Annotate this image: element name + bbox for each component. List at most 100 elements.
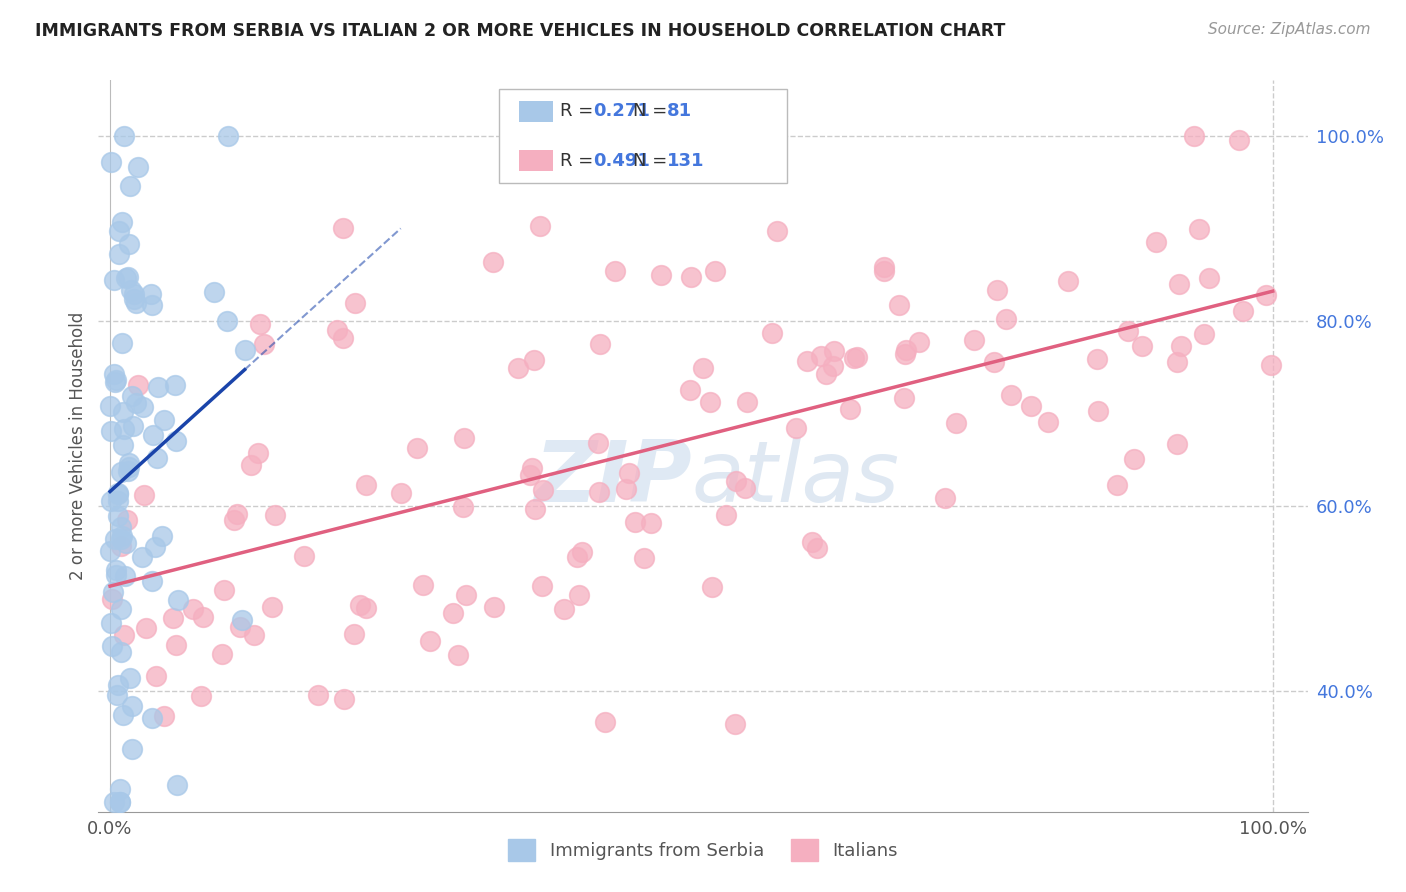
Point bbox=[389, 486, 412, 500]
Point bbox=[183, 601, 205, 615]
Point bbox=[839, 402, 862, 417]
Text: 0.271: 0.271 bbox=[593, 103, 650, 120]
Point bbox=[100, 543, 122, 558]
Point bbox=[482, 255, 505, 269]
Point bbox=[131, 549, 153, 564]
Point bbox=[107, 486, 129, 500]
Point bbox=[108, 796, 131, 810]
Point bbox=[104, 563, 127, 577]
Point bbox=[761, 326, 783, 340]
Point bbox=[108, 247, 131, 261]
Point bbox=[332, 221, 354, 235]
Point bbox=[588, 435, 610, 450]
Point bbox=[1116, 324, 1139, 338]
Point bbox=[127, 161, 149, 175]
Point bbox=[141, 574, 163, 589]
Point bbox=[202, 285, 225, 299]
Point bbox=[249, 317, 271, 331]
Point bbox=[243, 628, 266, 642]
Point bbox=[111, 405, 134, 419]
Point bbox=[111, 708, 134, 723]
Point bbox=[800, 534, 823, 549]
Point bbox=[700, 581, 723, 595]
Point bbox=[121, 389, 143, 403]
Point bbox=[107, 493, 129, 508]
Point bbox=[114, 536, 136, 550]
Point bbox=[110, 519, 132, 533]
Point bbox=[112, 128, 135, 143]
Point bbox=[553, 602, 575, 616]
Point bbox=[132, 401, 155, 415]
Point bbox=[588, 485, 610, 500]
Point bbox=[108, 781, 131, 796]
Point bbox=[945, 417, 967, 431]
Point bbox=[166, 592, 188, 607]
Point bbox=[127, 378, 149, 392]
Point bbox=[105, 688, 128, 702]
Point bbox=[103, 273, 125, 287]
Text: 131: 131 bbox=[666, 152, 704, 169]
Point bbox=[523, 352, 546, 367]
Point bbox=[568, 588, 591, 602]
Point bbox=[217, 128, 239, 143]
Point bbox=[103, 796, 125, 810]
Text: R =: R = bbox=[560, 152, 599, 169]
Point bbox=[333, 692, 356, 706]
Point bbox=[231, 613, 253, 627]
Point bbox=[212, 583, 235, 598]
Point bbox=[679, 270, 702, 285]
Point bbox=[447, 648, 470, 662]
Point bbox=[734, 481, 756, 495]
Point bbox=[806, 541, 828, 556]
Text: R =: R = bbox=[560, 103, 599, 120]
Point bbox=[121, 699, 143, 714]
Point bbox=[894, 343, 917, 357]
Point bbox=[823, 343, 845, 358]
Point bbox=[842, 351, 865, 366]
Point bbox=[354, 601, 377, 615]
Point bbox=[100, 155, 122, 169]
Point bbox=[814, 367, 837, 381]
Point bbox=[1198, 271, 1220, 285]
Point bbox=[122, 418, 145, 433]
Point bbox=[163, 378, 186, 392]
Point bbox=[100, 494, 122, 508]
Point bbox=[1260, 358, 1282, 372]
Point bbox=[110, 465, 132, 479]
Point bbox=[1254, 287, 1277, 301]
Point bbox=[118, 456, 141, 470]
Point bbox=[294, 549, 316, 563]
Point bbox=[211, 647, 233, 661]
Point bbox=[105, 373, 128, 387]
Point bbox=[1166, 437, 1188, 451]
Point bbox=[132, 488, 155, 502]
Point bbox=[110, 539, 132, 553]
Point bbox=[104, 375, 127, 389]
Point bbox=[107, 508, 129, 523]
Point bbox=[983, 355, 1005, 369]
Point bbox=[263, 508, 285, 523]
Point bbox=[530, 579, 553, 593]
Point bbox=[1192, 326, 1215, 341]
Point bbox=[1038, 415, 1060, 429]
Point bbox=[593, 715, 616, 730]
Point bbox=[103, 367, 125, 381]
Point bbox=[821, 359, 844, 373]
Point bbox=[118, 459, 141, 474]
Point bbox=[100, 424, 122, 438]
Point bbox=[934, 491, 956, 505]
Point bbox=[111, 335, 134, 350]
Point bbox=[1168, 277, 1191, 292]
Point bbox=[406, 441, 429, 455]
Point bbox=[111, 438, 134, 452]
Point bbox=[190, 689, 212, 703]
Point bbox=[226, 508, 249, 522]
Y-axis label: 2 or more Vehicles in Household: 2 or more Vehicles in Household bbox=[69, 312, 87, 580]
Point bbox=[716, 508, 738, 522]
Point bbox=[1087, 404, 1109, 418]
Point bbox=[121, 741, 143, 756]
Point bbox=[1144, 235, 1167, 249]
Point bbox=[217, 314, 239, 328]
Point bbox=[165, 434, 187, 449]
Point bbox=[110, 645, 132, 659]
